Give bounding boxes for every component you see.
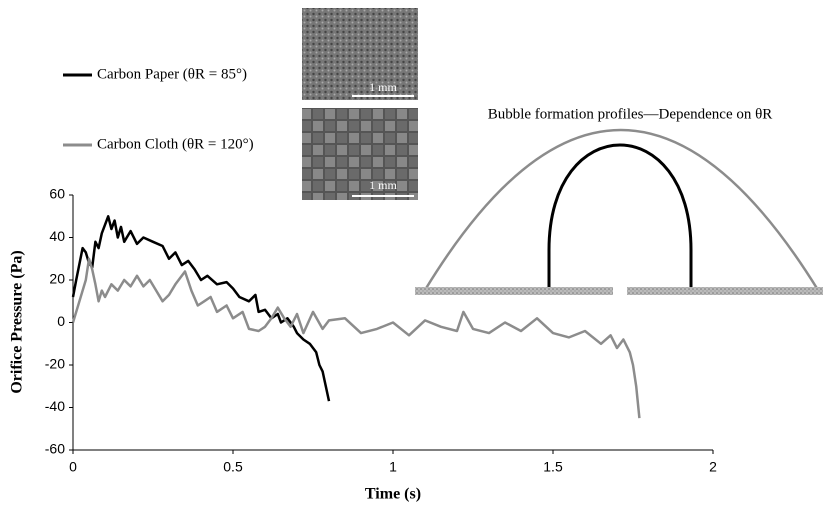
x-tick-label: 0 (69, 459, 77, 475)
y-tick-label: 20 (49, 271, 65, 287)
y-tick-label: -60 (45, 441, 65, 457)
y-axis-title: Orifice Pressure (Pa) (9, 250, 26, 393)
sem-image-paper (302, 8, 418, 100)
y-tick-label: 40 (49, 228, 65, 244)
x-axis-title: Time (s) (365, 486, 421, 503)
legend-label: Carbon Cloth (θR = 120°) (97, 136, 254, 152)
annotation: Bubble formation profiles—Dependence on … (488, 106, 773, 122)
bubble-profile-paper (547, 143, 693, 290)
data-line (71, 215, 331, 402)
data-line (71, 257, 641, 419)
y-tick-label: -20 (45, 356, 65, 372)
x-tick-label: 0.5 (223, 459, 243, 475)
y-tick-label: 0 (57, 313, 65, 329)
y-tick-label: 60 (49, 186, 65, 202)
x-tick-label: 1 (389, 459, 397, 475)
legend-label: Carbon Paper (θR = 85°) (97, 66, 247, 82)
substrate (627, 287, 823, 295)
substrate (415, 287, 613, 295)
sem-image-cloth (302, 108, 418, 200)
y-tick-label: -40 (45, 398, 65, 414)
scale-label: 1 mm (369, 80, 397, 94)
x-tick-label: 1.5 (543, 459, 563, 475)
bubble-profile-cloth (423, 128, 820, 291)
scale-label: 1 mm (369, 178, 397, 192)
x-tick-label: 2 (709, 459, 717, 475)
